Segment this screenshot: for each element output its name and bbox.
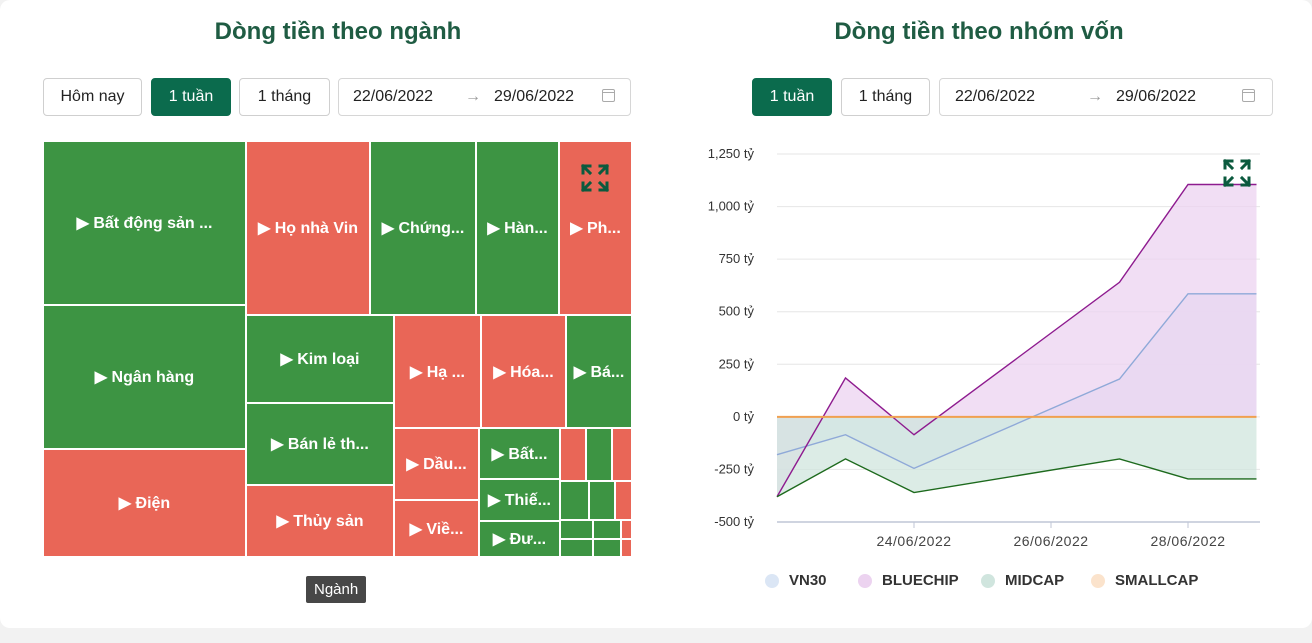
date-range-picker[interactable]: 22/06/2022 → 29/06/2022 — [338, 78, 631, 116]
treemap-cell-label: ▶ Dầu... — [406, 456, 467, 473]
treemap-cell-label: ▶ Thủy sản — [276, 513, 364, 530]
tooltip: Ngành — [306, 576, 367, 603]
arrow-right-icon: → — [465, 88, 481, 105]
today-button[interactable]: Hôm nay — [43, 78, 142, 116]
treemap-cell[interactable] — [560, 481, 589, 520]
treemap-cell[interactable] — [560, 428, 586, 481]
expand-icon[interactable] — [1222, 158, 1252, 188]
legend-item-bluechip[interactable]: BLUECHIP — [858, 572, 959, 589]
treemap-cell-label: ▶ Bán lẻ th... — [271, 436, 369, 453]
date-end[interactable]: 29/06/2022 — [1116, 88, 1197, 105]
x-tick-label: 26/06/2022 — [1013, 533, 1088, 549]
legend-label: BLUECHIP — [882, 572, 959, 589]
treemap-cell[interactable] — [621, 539, 632, 557]
treemap-cell[interactable] — [593, 539, 621, 557]
treemap-cell[interactable]: ▶ Điện — [43, 449, 246, 557]
series-line-bluechip[interactable] — [776, 183, 1257, 498]
treemap-cell[interactable] — [560, 520, 593, 539]
treemap-cell[interactable]: ▶ Viề... — [394, 500, 479, 557]
treemap-cell[interactable] — [612, 428, 632, 481]
legend-label: SMALLCAP — [1115, 572, 1199, 589]
treemap-cell-label: ▶ Bá... — [573, 363, 625, 381]
y-tick-label: 0 tỷ — [733, 409, 754, 424]
treemap-cell[interactable]: ▶ Thủy sản — [246, 485, 394, 557]
legend-label: VN30 — [789, 572, 827, 589]
treemap-cell-label: ▶ Hàn... — [487, 220, 548, 237]
treemap-cell-label: ▶ Ngân hàng — [94, 369, 195, 386]
industry-flow-title: Dòng tiền theo ngành — [214, 18, 462, 45]
treemap-cell-label: ▶ Chứng... — [381, 220, 465, 237]
y-tick-label: 500 tỷ — [719, 304, 755, 319]
treemap-cell[interactable]: ▶ Dầu... — [394, 428, 479, 500]
treemap-cell[interactable]: ▶ Đư... — [479, 521, 560, 557]
treemap-cell[interactable]: ▶ Hóa... — [481, 315, 566, 428]
cap-group-flow-title: Dòng tiền theo nhóm vốn — [834, 18, 1124, 45]
month-button[interactable]: 1 tháng — [239, 78, 330, 116]
treemap-cell[interactable]: ▶ Họ nhà Vin — [246, 141, 370, 315]
date-start[interactable]: 22/06/2022 — [353, 88, 434, 105]
legend-item-vn30[interactable]: VN30 — [765, 572, 827, 589]
y-tick-label: 250 tỷ — [719, 356, 755, 371]
date-range-picker[interactable]: 22/06/2022 → 29/06/2022 — [939, 78, 1273, 116]
treemap-cell[interactable] — [621, 520, 632, 539]
y-tick-label: -250 tỷ — [714, 461, 754, 476]
treemap-cell[interactable]: ▶ Thiế... — [479, 479, 560, 521]
date-start[interactable]: 22/06/2022 — [955, 88, 1036, 105]
treemap-cell[interactable]: ▶ Bất... — [479, 428, 560, 479]
treemap-cell[interactable]: ▶ Ph... — [559, 141, 632, 315]
legend-item-smallcap[interactable]: SMALLCAP — [1091, 572, 1198, 589]
treemap-cell-label: ▶ Bất... — [491, 445, 548, 463]
industry-treemap: ▶ Bất động sản ... ▶ Ngân hàng ▶ Điện ▶ Họ … — [43, 141, 632, 557]
y-tick-label: 1,000 tỷ — [708, 199, 755, 214]
calendar-icon[interactable] — [602, 89, 615, 102]
legend-label: MIDCAP — [1005, 572, 1065, 589]
treemap-cell-label: ▶ Điện — [118, 495, 171, 512]
legend-marker — [981, 573, 995, 588]
y-tick-label: 750 tỷ — [719, 251, 755, 266]
y-tick-label: 1,250 tỷ — [708, 146, 755, 161]
legend-marker — [1091, 573, 1105, 588]
legend-marker — [858, 573, 872, 588]
treemap-cell[interactable]: ▶ Hạ ... — [394, 315, 481, 428]
series-line-midcap[interactable] — [776, 458, 1257, 498]
treemap-cell[interactable] — [615, 481, 632, 520]
treemap-cell-label: ▶ Hạ ... — [410, 363, 465, 381]
calendar-icon[interactable] — [1242, 89, 1255, 102]
treemap-cell-label: ▶ Bất động sản ... — [76, 215, 213, 232]
y-tick-label: -500 tỷ — [714, 514, 754, 529]
cap-group-area-chart: 1,250 tỷ 1,000 tỷ 750 tỷ 500 tỷ 250 tỷ 0 tỷ -2… — [708, 146, 1260, 549]
x-tick-label: 24/06/2022 — [876, 533, 951, 549]
expand-icon[interactable] — [580, 163, 610, 193]
arrow-right-icon: → — [1087, 88, 1103, 105]
treemap-cell-label: ▶ Thiế... — [488, 492, 551, 509]
series-area-midcap — [777, 416, 1257, 497]
legend-marker — [765, 573, 779, 588]
treemap-cell[interactable]: ▶ Chứng... — [370, 141, 476, 315]
treemap-cell[interactable]: ▶ Bất động sản ... — [43, 141, 246, 305]
treemap-cell[interactable]: ▶ Bá... — [566, 315, 632, 428]
treemap-cell[interactable] — [560, 539, 593, 557]
week-button[interactable]: 1 tuần — [752, 78, 832, 116]
treemap-cell[interactable]: ▶ Hàn... — [476, 141, 559, 315]
x-tick-label: 28/06/2022 — [1150, 533, 1225, 549]
treemap-cell-label: ▶ Kim loại — [280, 351, 360, 368]
treemap-cell-label: ▶ Họ nhà Vin — [257, 220, 358, 237]
industry-flow-panel: Dòng tiền theo ngành Hôm nay 1 tuần 1 th… — [0, 0, 656, 628]
treemap-cell-label: ▶ Đư... — [492, 531, 547, 548]
treemap-cell[interactable] — [586, 428, 612, 481]
treemap-cell[interactable]: ▶ Ngân hàng — [43, 305, 246, 449]
treemap-cell[interactable] — [589, 481, 615, 520]
legend-item-midcap[interactable]: MIDCAP — [981, 572, 1064, 589]
treemap-cell[interactable]: ▶ Bán lẻ th... — [246, 403, 394, 485]
treemap-cell[interactable] — [593, 520, 621, 539]
treemap-cell-label: ▶ Viề... — [409, 520, 464, 538]
week-button[interactable]: 1 tuần — [151, 78, 231, 116]
series-line-vn30[interactable] — [776, 293, 1257, 470]
month-button[interactable]: 1 tháng — [841, 78, 930, 116]
treemap-cell-label: ▶ Ph... — [570, 220, 621, 237]
date-end[interactable]: 29/06/2022 — [494, 88, 575, 105]
treemap-cell[interactable]: ▶ Kim loại — [246, 315, 394, 403]
treemap-cell-label: ▶ Hóa... — [493, 363, 554, 381]
